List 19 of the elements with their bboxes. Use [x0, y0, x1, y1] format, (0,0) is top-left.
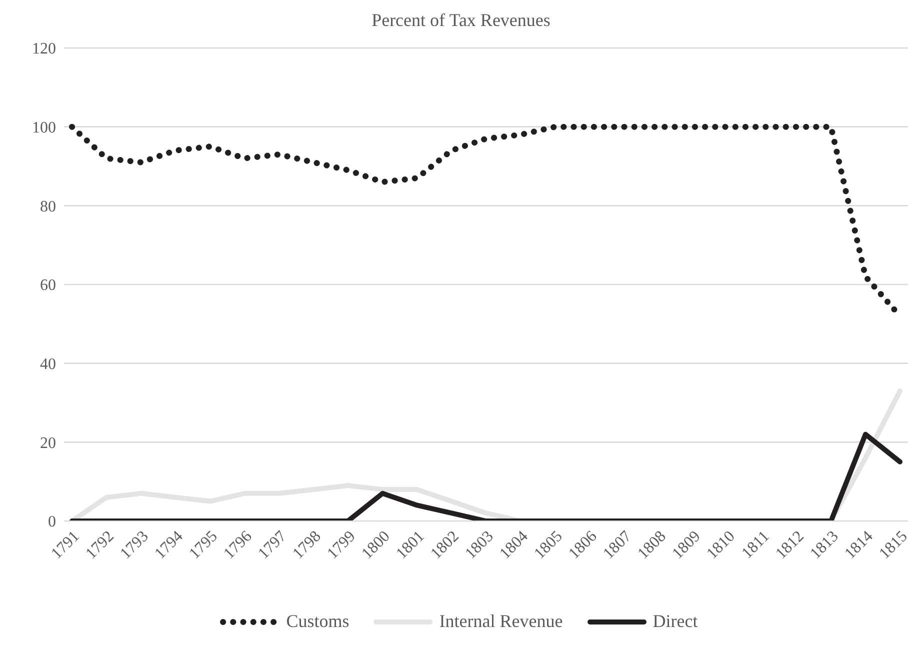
y-tick-label: 120 [32, 40, 56, 58]
legend-label: Direct [652, 611, 698, 632]
y-tick-label: 60 [40, 277, 56, 294]
x-tick-label: 1812 [772, 528, 808, 562]
legend-label: Internal Revenue [438, 611, 563, 632]
x-tick-label: 1802 [428, 528, 462, 562]
x-tick-label: 1809 [669, 528, 704, 562]
x-tick-label: 1801 [393, 528, 428, 562]
legend-label: Customs [285, 611, 350, 632]
x-tick-label: 1800 [358, 528, 394, 562]
y-tick-label: 80 [40, 198, 56, 216]
x-tick-label: 1799 [324, 528, 359, 562]
x-tick-label: 1792 [82, 528, 118, 562]
x-tick-label: 1810 [704, 528, 738, 562]
y-tick-label: 40 [40, 356, 56, 374]
y-tick-label: 20 [40, 434, 56, 452]
y-tick-label: 100 [32, 120, 56, 137]
chart-title: Percent of Tax Revenues [370, 9, 552, 32]
x-tick-label: 1811 [738, 528, 773, 562]
